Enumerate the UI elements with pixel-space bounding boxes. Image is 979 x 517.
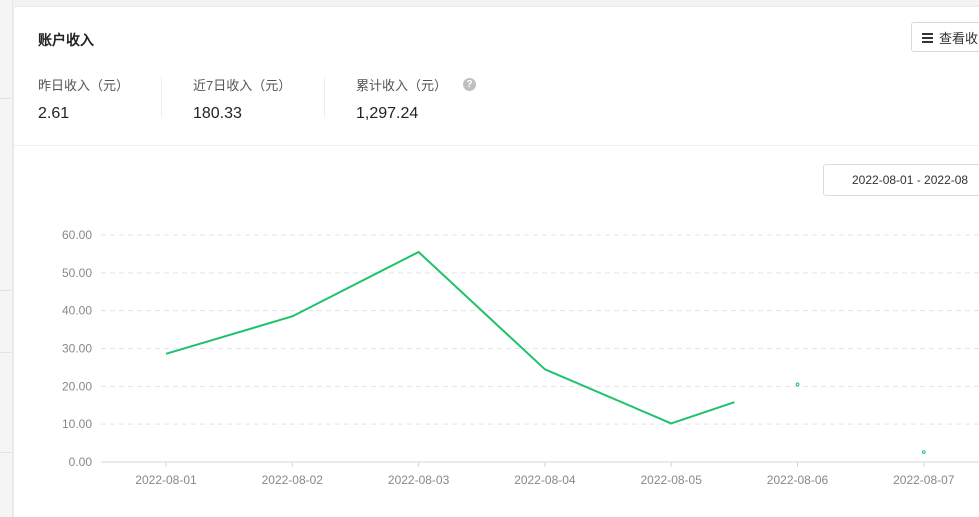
question-circle-icon[interactable]: ? <box>463 78 477 91</box>
y-tick-label: 40.00 <box>62 304 92 318</box>
stat-divider <box>324 77 325 117</box>
data-point <box>921 450 926 455</box>
stat-value: 1,297.24 <box>356 105 419 122</box>
x-tick-label: 2022-08-06 <box>767 473 829 487</box>
y-tick-label: 60.00 <box>62 228 92 242</box>
data-point <box>795 382 800 387</box>
stat-label: 近7日收入（元） <box>193 78 292 93</box>
account-income-card: 账户收入 查看收 昨日收入（元） 2.61 近7日收入（元） 180.33 累计… <box>13 6 979 517</box>
stat-yesterday-income: 昨日收入（元） 2.61 <box>38 75 129 123</box>
stat-total-income: 累计收入（元） ? 1,297.24 <box>356 75 477 123</box>
date-range-picker[interactable]: 2022-08-01 - 2022-08 <box>823 164 979 196</box>
y-tick-label: 50.00 <box>62 266 92 280</box>
menu-icon <box>922 32 933 43</box>
stat-value: 2.61 <box>38 105 70 122</box>
stat-7day-income: 近7日收入（元） 180.33 <box>193 75 291 123</box>
view-income-button-label: 查看收 <box>939 30 979 46</box>
sidebar-divider <box>0 452 11 453</box>
x-tick-label: 2022-08-03 <box>388 473 450 487</box>
view-income-button[interactable]: 查看收 <box>911 22 979 52</box>
x-tick-label: 2022-08-07 <box>893 473 955 487</box>
sidebar-divider <box>0 290 11 291</box>
stat-label-row: 累计收入（元） ? <box>356 75 477 94</box>
sidebar-divider <box>0 352 11 353</box>
stat-label: 昨日收入（元） <box>38 78 130 93</box>
y-tick-label: 10.00 <box>62 417 92 431</box>
sidebar-edge <box>0 0 13 517</box>
x-tick-label: 2022-08-02 <box>262 473 324 487</box>
y-tick-label: 30.00 <box>62 342 92 356</box>
card-title: 账户收入 <box>38 32 94 48</box>
stat-label: 累计收入（元） <box>356 78 448 93</box>
sidebar-divider <box>0 98 11 99</box>
y-tick-label: 20.00 <box>62 379 92 393</box>
stat-divider <box>161 77 162 117</box>
y-tick-label: 0.00 <box>69 455 93 469</box>
section-divider <box>14 145 979 146</box>
x-tick-label: 2022-08-01 <box>135 473 197 487</box>
series-line <box>165 251 735 425</box>
x-tick-label: 2022-08-05 <box>641 473 703 487</box>
stat-value: 180.33 <box>193 105 242 122</box>
x-tick-label: 2022-08-04 <box>514 473 576 487</box>
